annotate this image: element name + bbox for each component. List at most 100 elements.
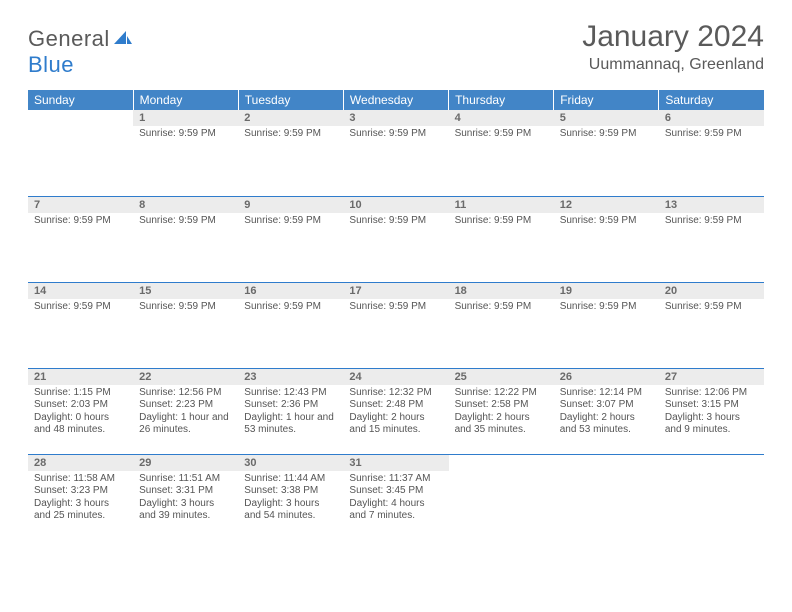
calendar-cell: 6Sunrise: 9:59 PM bbox=[659, 110, 764, 196]
day-number: 4 bbox=[449, 110, 554, 126]
calendar-cell: 11Sunrise: 9:59 PM bbox=[449, 196, 554, 282]
calendar-cell: 26Sunrise: 12:14 PMSunset: 3:07 PMDaylig… bbox=[554, 368, 659, 454]
day-number bbox=[28, 110, 133, 126]
day-number: 10 bbox=[343, 197, 448, 213]
day-number: 13 bbox=[659, 197, 764, 213]
cell-text: Sunrise: 9:59 PM bbox=[238, 213, 343, 232]
cell-text: Sunrise: 12:43 PMSunset: 2:36 PMDaylight… bbox=[238, 385, 343, 441]
calendar-cell: 17Sunrise: 9:59 PM bbox=[343, 282, 448, 368]
calendar-week: 7Sunrise: 9:59 PM8Sunrise: 9:59 PM9Sunri… bbox=[28, 196, 764, 282]
cell-text: Sunrise: 9:59 PM bbox=[28, 213, 133, 232]
day-number: 19 bbox=[554, 283, 659, 299]
day-header: Sunday bbox=[28, 90, 133, 110]
cell-text: Sunrise: 12:22 PMSunset: 2:58 PMDaylight… bbox=[449, 385, 554, 441]
calendar-cell: 24Sunrise: 12:32 PMSunset: 2:48 PMDaylig… bbox=[343, 368, 448, 454]
cell-text: Sunrise: 12:06 PMSunset: 3:15 PMDaylight… bbox=[659, 385, 764, 441]
calendar-cell: 4Sunrise: 9:59 PM bbox=[449, 110, 554, 196]
day-number: 26 bbox=[554, 369, 659, 385]
day-number: 2 bbox=[238, 110, 343, 126]
day-header: Thursday bbox=[449, 90, 554, 110]
day-number: 15 bbox=[133, 283, 238, 299]
day-number: 12 bbox=[554, 197, 659, 213]
day-number: 11 bbox=[449, 197, 554, 213]
calendar-cell: 8Sunrise: 9:59 PM bbox=[133, 196, 238, 282]
day-header: Saturday bbox=[659, 90, 764, 110]
calendar-cell: 13Sunrise: 9:59 PM bbox=[659, 196, 764, 282]
cell-text: Sunrise: 9:59 PM bbox=[133, 126, 238, 145]
cell-text: Sunrise: 11:51 AMSunset: 3:31 PMDaylight… bbox=[133, 471, 238, 527]
logo: General Blue bbox=[28, 26, 133, 78]
cell-text: Sunrise: 9:59 PM bbox=[133, 213, 238, 232]
day-number: 14 bbox=[28, 283, 133, 299]
page-title: January 2024 bbox=[582, 20, 764, 54]
day-number: 7 bbox=[28, 197, 133, 213]
calendar-cell: 9Sunrise: 9:59 PM bbox=[238, 196, 343, 282]
day-number: 31 bbox=[343, 455, 448, 471]
cell-text: Sunrise: 9:59 PM bbox=[449, 213, 554, 232]
cell-text: Sunrise: 1:15 PMSunset: 2:03 PMDaylight:… bbox=[28, 385, 133, 441]
calendar-body: 1Sunrise: 9:59 PM2Sunrise: 9:59 PM3Sunri… bbox=[28, 110, 764, 540]
day-number bbox=[449, 455, 554, 471]
calendar-week: 21Sunrise: 1:15 PMSunset: 2:03 PMDayligh… bbox=[28, 368, 764, 454]
cell-text: Sunrise: 9:59 PM bbox=[554, 213, 659, 232]
day-number: 25 bbox=[449, 369, 554, 385]
cell-text: Sunrise: 9:59 PM bbox=[133, 299, 238, 318]
cell-text: Sunrise: 12:32 PMSunset: 2:48 PMDaylight… bbox=[343, 385, 448, 441]
cell-text: Sunrise: 9:59 PM bbox=[343, 213, 448, 232]
calendar-cell: 2Sunrise: 9:59 PM bbox=[238, 110, 343, 196]
cell-text: Sunrise: 9:59 PM bbox=[449, 299, 554, 318]
calendar-cell: 10Sunrise: 9:59 PM bbox=[343, 196, 448, 282]
calendar-cell: 25Sunrise: 12:22 PMSunset: 2:58 PMDaylig… bbox=[449, 368, 554, 454]
day-number: 8 bbox=[133, 197, 238, 213]
day-number: 1 bbox=[133, 110, 238, 126]
day-number: 3 bbox=[343, 110, 448, 126]
calendar-cell: 20Sunrise: 9:59 PM bbox=[659, 282, 764, 368]
day-number: 24 bbox=[343, 369, 448, 385]
calendar-cell: 21Sunrise: 1:15 PMSunset: 2:03 PMDayligh… bbox=[28, 368, 133, 454]
cell-text: Sunrise: 9:59 PM bbox=[554, 299, 659, 318]
day-header: Tuesday bbox=[238, 90, 343, 110]
location-subtitle: Uummannaq, Greenland bbox=[582, 56, 764, 74]
logo-text-blue: Blue bbox=[28, 52, 74, 77]
calendar-week: 1Sunrise: 9:59 PM2Sunrise: 9:59 PM3Sunri… bbox=[28, 110, 764, 196]
calendar-cell: 19Sunrise: 9:59 PM bbox=[554, 282, 659, 368]
day-number: 27 bbox=[659, 369, 764, 385]
calendar-cell: 1Sunrise: 9:59 PM bbox=[133, 110, 238, 196]
day-number: 5 bbox=[554, 110, 659, 126]
day-number bbox=[659, 455, 764, 471]
cell-text: Sunrise: 9:59 PM bbox=[238, 299, 343, 318]
cell-text: Sunrise: 9:59 PM bbox=[28, 299, 133, 318]
day-header-row: SundayMondayTuesdayWednesdayThursdayFrid… bbox=[28, 90, 764, 110]
day-number: 21 bbox=[28, 369, 133, 385]
calendar-cell: 30Sunrise: 11:44 AMSunset: 3:38 PMDaylig… bbox=[238, 454, 343, 540]
cell-text: Sunrise: 12:14 PMSunset: 3:07 PMDaylight… bbox=[554, 385, 659, 441]
logo-text: General Blue bbox=[28, 26, 133, 78]
logo-text-general: General bbox=[28, 26, 110, 51]
calendar-cell: 7Sunrise: 9:59 PM bbox=[28, 196, 133, 282]
calendar-cell: 12Sunrise: 9:59 PM bbox=[554, 196, 659, 282]
calendar-cell: 5Sunrise: 9:59 PM bbox=[554, 110, 659, 196]
day-number: 30 bbox=[238, 455, 343, 471]
cell-text: Sunrise: 9:59 PM bbox=[449, 126, 554, 145]
calendar-cell: 16Sunrise: 9:59 PM bbox=[238, 282, 343, 368]
cell-text: Sunrise: 11:44 AMSunset: 3:38 PMDaylight… bbox=[238, 471, 343, 527]
calendar-cell: 29Sunrise: 11:51 AMSunset: 3:31 PMDaylig… bbox=[133, 454, 238, 540]
calendar-week: 14Sunrise: 9:59 PM15Sunrise: 9:59 PM16Su… bbox=[28, 282, 764, 368]
calendar-cell: 23Sunrise: 12:43 PMSunset: 2:36 PMDaylig… bbox=[238, 368, 343, 454]
day-number: 20 bbox=[659, 283, 764, 299]
day-number: 17 bbox=[343, 283, 448, 299]
day-number: 16 bbox=[238, 283, 343, 299]
calendar-cell: 27Sunrise: 12:06 PMSunset: 3:15 PMDaylig… bbox=[659, 368, 764, 454]
cell-text: Sunrise: 9:59 PM bbox=[238, 126, 343, 145]
calendar-cell: 22Sunrise: 12:56 PMSunset: 2:23 PMDaylig… bbox=[133, 368, 238, 454]
day-header: Friday bbox=[554, 90, 659, 110]
day-number: 22 bbox=[133, 369, 238, 385]
cell-text: Sunrise: 9:59 PM bbox=[659, 213, 764, 232]
title-block: January 2024 Uummannaq, Greenland bbox=[582, 20, 764, 74]
cell-text: Sunrise: 9:59 PM bbox=[343, 299, 448, 318]
cell-text: Sunrise: 9:59 PM bbox=[659, 126, 764, 145]
cell-text: Sunrise: 12:56 PMSunset: 2:23 PMDaylight… bbox=[133, 385, 238, 441]
calendar-cell: 15Sunrise: 9:59 PM bbox=[133, 282, 238, 368]
cell-text: Sunrise: 11:37 AMSunset: 3:45 PMDaylight… bbox=[343, 471, 448, 527]
cell-text: Sunrise: 9:59 PM bbox=[659, 299, 764, 318]
